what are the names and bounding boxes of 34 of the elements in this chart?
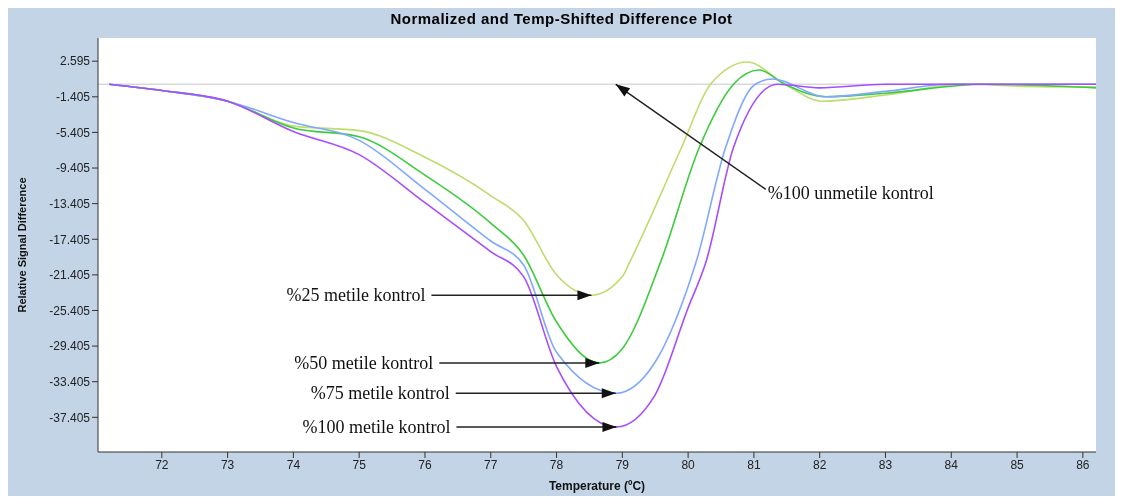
y-tick-label: -9.405 <box>55 161 91 176</box>
y-tick-label: -33.405 <box>49 374 91 389</box>
annotation: %50 metile kontrol <box>294 352 434 373</box>
x-tick-label: 84 <box>944 457 959 472</box>
annotation: %75 metile kontrol <box>310 383 450 404</box>
y-axis-title: Relative Signal Difference <box>15 177 28 313</box>
x-tick-label: 83 <box>878 457 893 472</box>
x-tick-label: 79 <box>615 457 630 472</box>
y-tick-label: -25.405 <box>49 303 91 318</box>
y-tick-label: -13.405 <box>49 196 91 211</box>
x-tick-label: 81 <box>747 457 761 472</box>
x-tick-label: 73 <box>220 457 235 472</box>
y-tick-label: -5.405 <box>55 125 91 140</box>
y-tick-label: -21.405 <box>49 268 91 283</box>
x-axis-title: Temperature (ºC) <box>548 479 646 493</box>
annotation: %100 metile kontrol <box>302 417 451 438</box>
x-tick-label: 75 <box>352 457 367 472</box>
x-tick-label: 77 <box>484 457 498 472</box>
x-tick-label: 86 <box>1076 457 1090 472</box>
annotation: %100 unmetile kontrol <box>767 183 934 204</box>
y-tick-label: -29.405 <box>49 339 91 354</box>
x-tick-label: 80 <box>681 457 696 472</box>
x-tick-label: 85 <box>1010 457 1025 472</box>
x-tick-label: 76 <box>418 457 432 472</box>
x-tick-label: 82 <box>813 457 827 472</box>
x-tick-label: 74 <box>286 457 301 472</box>
y-tick-label: -1.405 <box>55 90 91 105</box>
chart-title: Normalized and Temp-Shifted Difference Plot <box>389 10 734 27</box>
x-tick-label: 78 <box>549 457 564 472</box>
y-tick-label: -37.405 <box>49 410 91 425</box>
y-tick-label: 2.595 <box>59 54 91 69</box>
x-tick-label: 72 <box>155 457 169 472</box>
y-tick-label: -17.405 <box>49 232 91 247</box>
annotation: %25 metile kontrol <box>286 285 426 306</box>
